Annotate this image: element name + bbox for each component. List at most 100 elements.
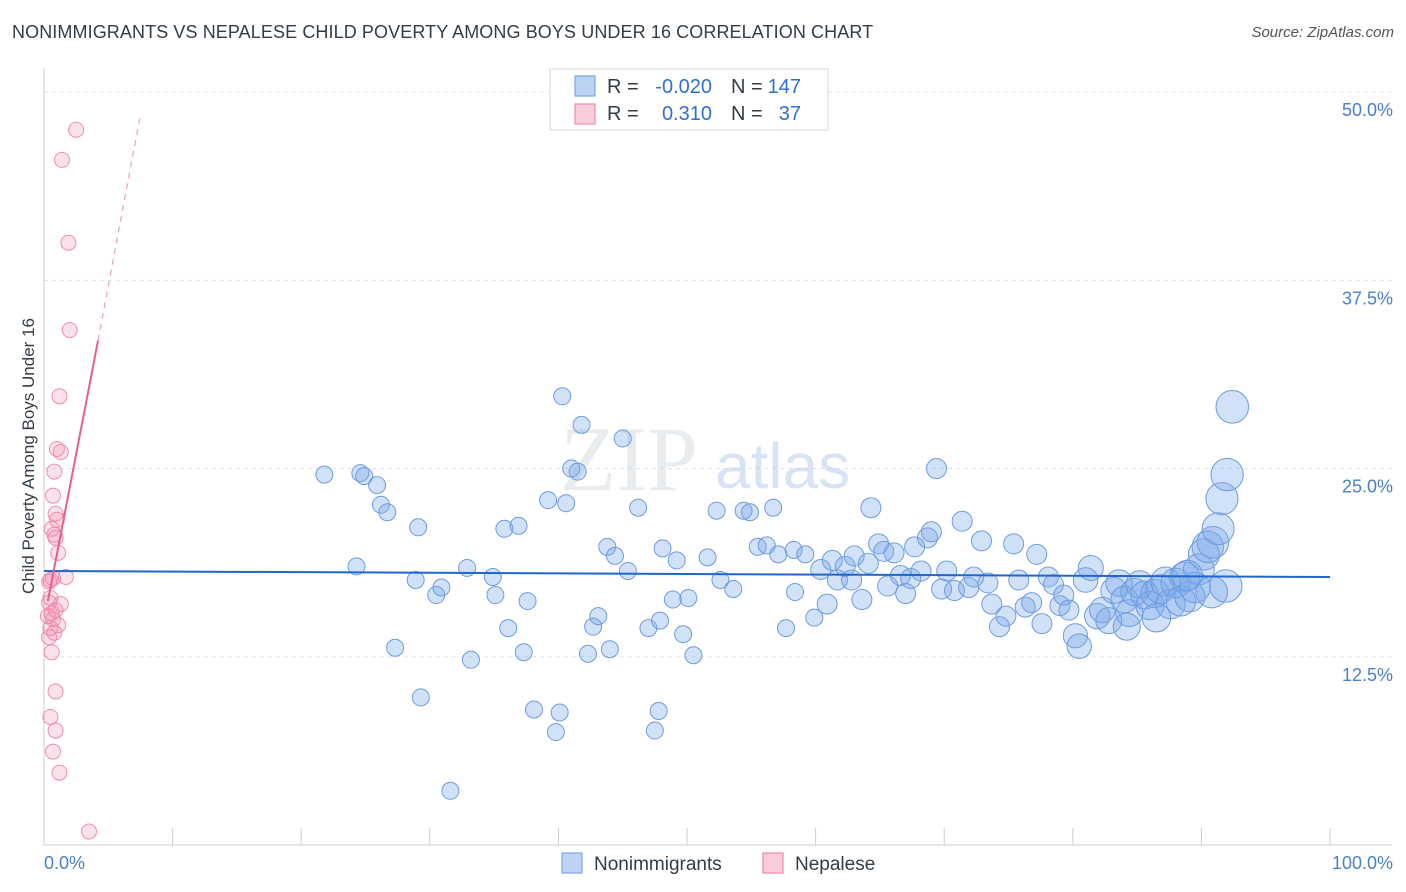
nonimmigrants-point (667, 551, 686, 570)
watermark-zip: ZIP (560, 408, 698, 510)
nepalese-trend-extension (97, 114, 142, 341)
nepalese-point (81, 823, 98, 840)
x-tick-label-1: 100.0% (1332, 853, 1393, 873)
nepalese-point (61, 322, 78, 339)
nonimmigrants-point (1210, 457, 1244, 492)
nonimmigrants-point (441, 781, 460, 800)
y-axis-label: Child Poverty Among Boys Under 16 (19, 318, 38, 594)
chart-title: NONIMMIGRANTS VS NEPALESE CHILD POVERTY … (12, 22, 874, 42)
trend-layer (43, 114, 1331, 602)
nepalese-point (46, 624, 63, 641)
y-tick-label-0: 12.5% (1342, 665, 1393, 685)
nepalese-point (57, 568, 74, 585)
nonimmigrants-point (371, 495, 390, 514)
nepalese-point (54, 151, 71, 168)
nonimmigrants-point (943, 580, 965, 602)
nonimmigrants-point (589, 607, 608, 626)
nonimmigrants-point (645, 721, 664, 740)
nepalese-point (41, 629, 58, 646)
nonimmigrants-point (568, 462, 587, 481)
legend-r-label-1: R = (607, 76, 639, 98)
nepalese-trend-line (46, 340, 99, 602)
nonimmigrants-point (777, 619, 796, 638)
nonimmigrants-point (748, 537, 767, 556)
nonimmigrants-point (600, 640, 619, 659)
nonimmigrants-point (796, 545, 815, 564)
nonimmigrants-point (1140, 578, 1170, 609)
legend-n-value-2: 37 (779, 103, 801, 125)
nonimmigrants-point (629, 498, 648, 517)
nonimmigrants-point (578, 644, 597, 663)
nonimmigrants-point (605, 546, 624, 565)
legend-swatch-nonimmigrants (574, 75, 596, 97)
nonimmigrants-point (386, 638, 405, 657)
x-tick-label-0: 0.0% (44, 853, 85, 873)
nonimmigrants-point (613, 429, 632, 448)
nonimmigrants-point (1066, 633, 1092, 659)
nonimmigrants-point (499, 619, 518, 638)
legend-n-label-2: N = (731, 103, 763, 125)
nonimmigrants-point (910, 560, 932, 582)
nonimmigrants-point (995, 605, 1017, 627)
nonimmigrants-point (368, 476, 387, 495)
nonimmigrants-point (1196, 526, 1230, 559)
nonimmigrants-point (1215, 390, 1250, 424)
nepalese-point (39, 608, 56, 625)
nonimmigrants-point (315, 465, 334, 484)
nonimmigrants-point (495, 519, 514, 538)
nonimmigrants-point (509, 516, 528, 535)
stats-legend: R = -0.020 N = 147 R = 0.310 N = 37 (549, 68, 829, 131)
nepalese-point (41, 573, 58, 590)
nonimmigrants-point (883, 542, 905, 564)
source-label: Source: ZipAtlas.com (1251, 24, 1394, 41)
nonimmigrants-point (546, 723, 565, 742)
nonimmigrants-point (1058, 599, 1080, 621)
nonimmigrants-point (1077, 554, 1104, 581)
nonimmigrants-point (1008, 569, 1030, 591)
nonimmigrants-point (432, 578, 451, 597)
nonimmigrants-point (598, 537, 617, 556)
nonimmigrants-point (572, 415, 591, 434)
nepalese-point (68, 121, 85, 138)
nonimmigrants-point (524, 700, 543, 719)
y-tick-label-2: 37.5% (1342, 288, 1393, 308)
nepalese-point (42, 709, 59, 726)
nonimmigrants-point (650, 611, 669, 630)
nonimmigrants-point (649, 701, 668, 720)
nonimmigrants-point (851, 589, 873, 611)
nepalese-point (47, 722, 64, 739)
ticks-layer: 12.5% 25.0% 37.5% 50.0% 0.0% 100.0% (44, 100, 1393, 873)
nepalese-point (52, 443, 69, 460)
nepalese-point (45, 743, 62, 760)
nepalese-point (45, 487, 62, 504)
nonimmigrants-point (925, 458, 947, 480)
nonimmigrants-point (698, 548, 717, 567)
watermark: ZIP atlas (560, 408, 850, 510)
nonimmigrants-point (769, 545, 788, 564)
nonimmigrants-point (518, 592, 537, 611)
nonimmigrants-point (920, 521, 942, 543)
legend-swatch-nepalese (574, 103, 596, 125)
bottom-swatch-nonimmigrants (561, 852, 583, 874)
bottom-swatch-nepalese (762, 852, 784, 874)
nonimmigrants-point (936, 560, 958, 582)
nonimmigrants-point (1141, 602, 1172, 633)
nonimmigrants-point (550, 703, 569, 722)
nonimmigrants-point (679, 589, 698, 608)
legend-n-value-1: 147 (768, 76, 801, 98)
nonimmigrants-point (618, 561, 637, 580)
nonimmigrants-point (900, 567, 922, 589)
nepalese-point (47, 683, 64, 700)
nonimmigrants-point (347, 557, 366, 576)
bottom-legend-nonimmigrants: Nonimmigrants (594, 854, 722, 875)
nonimmigrants-point (557, 494, 576, 513)
nonimmigrants-point (834, 555, 856, 577)
nepalese-point (51, 388, 68, 405)
nonimmigrants-trend-line (43, 569, 1331, 578)
nonimmigrants-point (461, 650, 480, 669)
nonimmigrants-point (970, 530, 992, 552)
nonimmigrants-point (411, 688, 430, 707)
grid-layer (44, 91, 1392, 658)
nonimmigrants-point (1112, 612, 1141, 641)
